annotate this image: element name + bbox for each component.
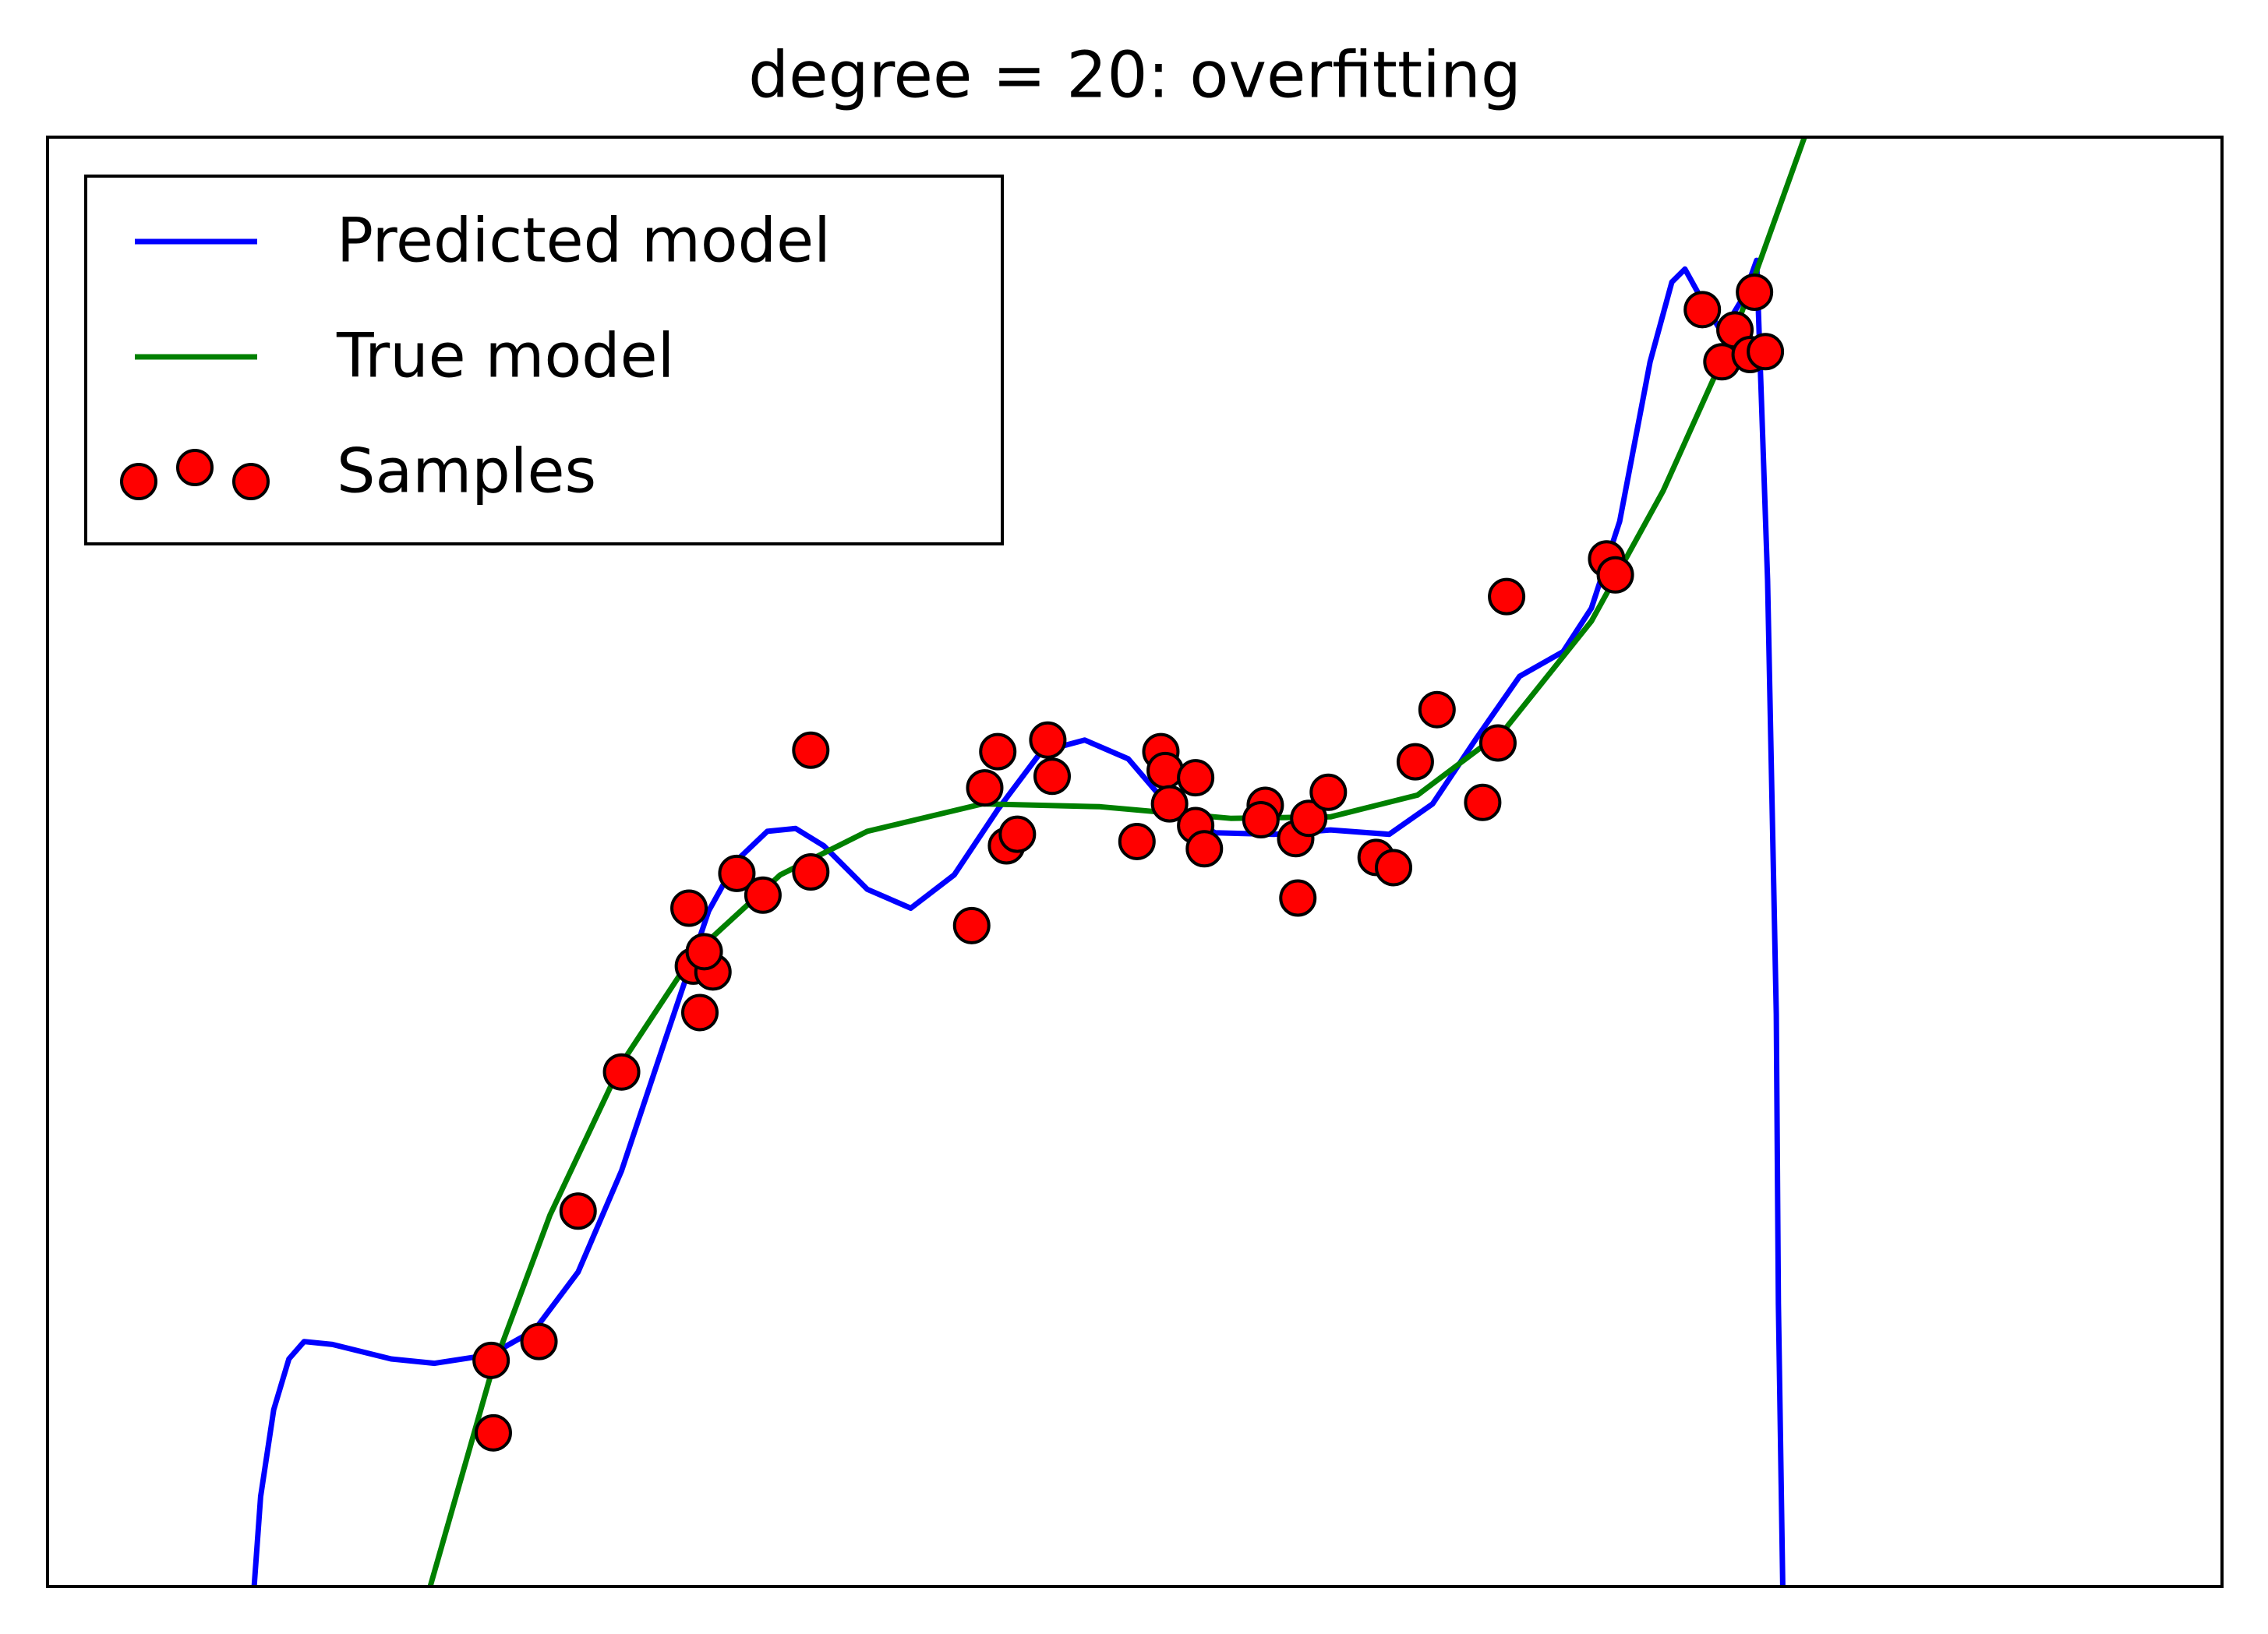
sample-point <box>979 732 1017 771</box>
sample-point <box>1177 759 1215 797</box>
plot-frame <box>46 136 2224 1588</box>
legend-marker <box>120 463 157 500</box>
sample-point <box>966 769 1004 807</box>
sample-point <box>792 853 830 891</box>
sample-point <box>1375 849 1413 887</box>
sample-point <box>1185 830 1224 868</box>
sample-point <box>1478 724 1517 762</box>
legend-marker <box>232 463 270 500</box>
sample-point <box>1029 721 1067 759</box>
sample-point <box>1418 690 1456 729</box>
chart-title: degree = 20: overfitting <box>748 38 1521 112</box>
legend-label: True model <box>336 321 674 391</box>
sample-point <box>559 1192 597 1230</box>
sample-point <box>1683 291 1722 329</box>
legend: Predicted model True model Samples <box>84 175 1004 545</box>
legend-marker <box>176 449 214 486</box>
sample-point <box>952 906 991 944</box>
sample-point <box>744 876 782 914</box>
sample-point <box>1146 751 1185 789</box>
sample-point <box>670 889 708 927</box>
sample-point <box>792 731 830 769</box>
sample-point <box>520 1322 558 1360</box>
sample-point <box>681 993 719 1032</box>
sample-point <box>998 815 1037 853</box>
sample-point <box>1396 743 1434 781</box>
sample-point <box>718 854 756 892</box>
line-series <box>251 257 1786 1586</box>
legend-label: Predicted model <box>337 206 831 276</box>
sample-point <box>1488 577 1526 616</box>
sample-point <box>1242 801 1280 839</box>
sample-point <box>1747 333 1785 371</box>
sample-point <box>1290 799 1328 838</box>
legend-label: Samples <box>337 436 596 506</box>
sample-point <box>1736 274 1774 312</box>
sample-point <box>685 933 723 971</box>
sample-point <box>602 1053 641 1091</box>
plot-area <box>251 137 1807 1586</box>
sample-point <box>1596 556 1634 594</box>
sample-point <box>1118 822 1156 860</box>
sample-point <box>1033 757 1071 796</box>
sample-point <box>1464 783 1502 821</box>
sample-point <box>1309 773 1348 811</box>
sample-point <box>472 1341 510 1379</box>
sample-point <box>1150 785 1189 823</box>
sample-point <box>1279 879 1317 917</box>
sample-point <box>474 1413 512 1452</box>
